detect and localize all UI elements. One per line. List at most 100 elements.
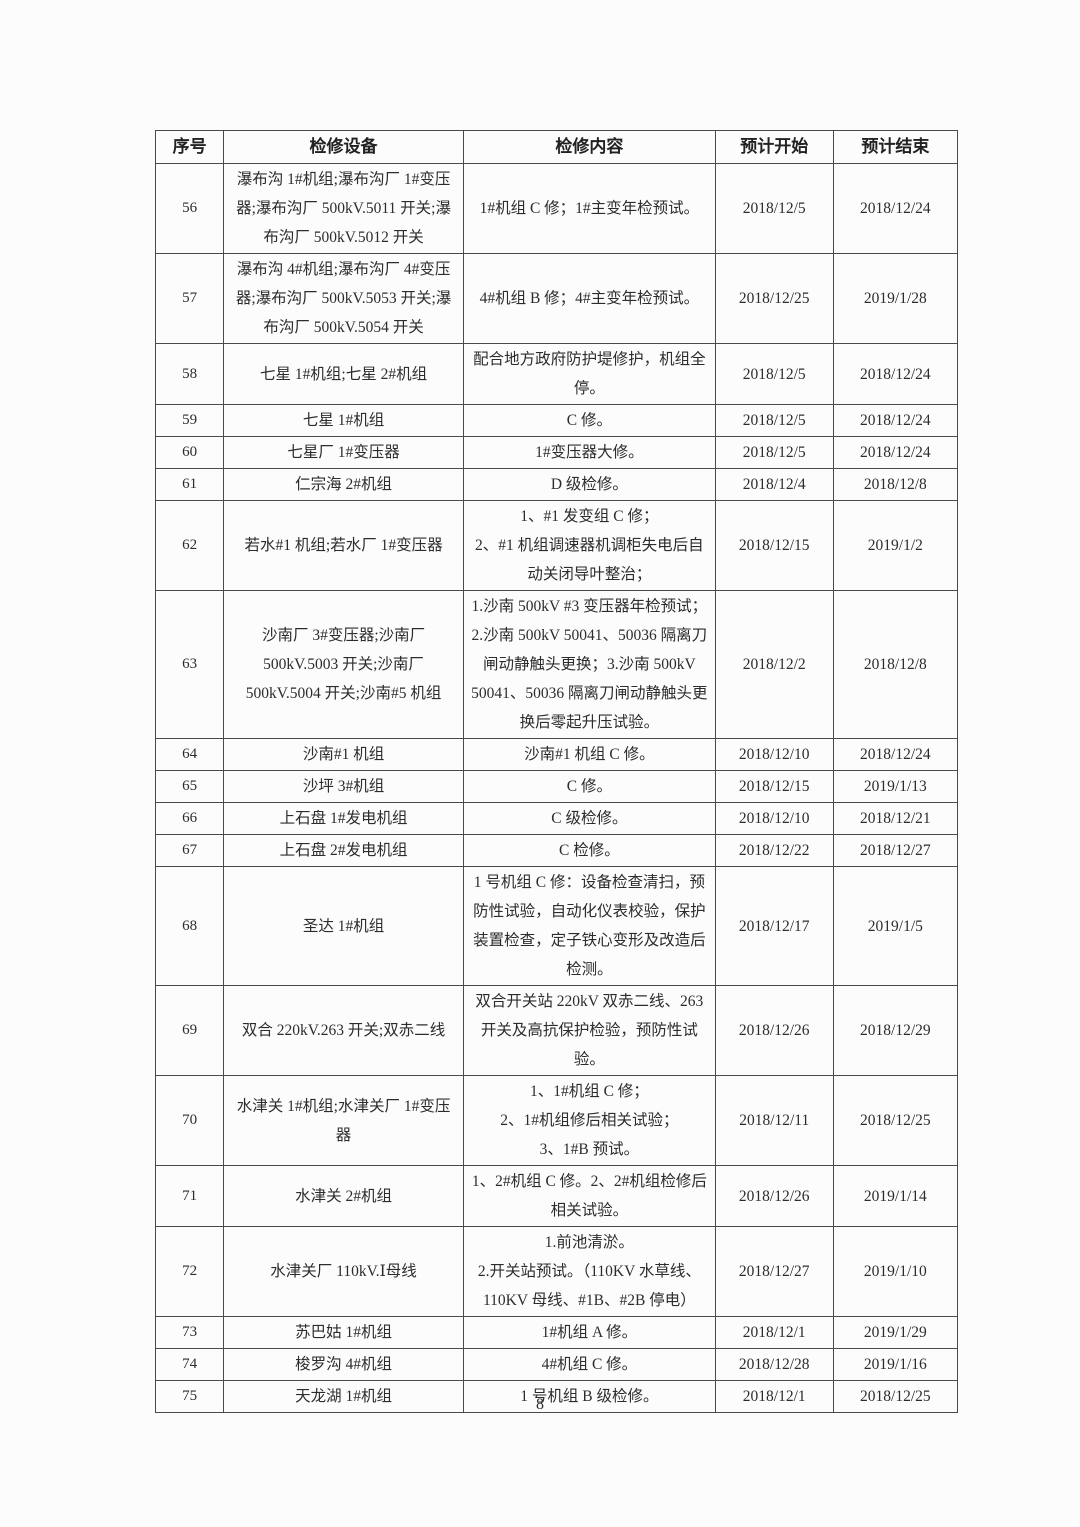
cell-end-date: 2018/12/8 [832, 590, 959, 739]
cell-serial-number: 63 [154, 590, 225, 739]
cell-serial-number: 69 [154, 985, 225, 1076]
cell-start-date: 2018/12/22 [714, 834, 834, 867]
cell-end-date: 2018/12/8 [832, 468, 959, 501]
cell-content: C 级检修。 [462, 802, 716, 835]
cell-end-date: 2018/12/24 [832, 436, 959, 469]
cell-equipment: 上石盘 1#发电机组 [223, 802, 464, 835]
cell-equipment: 沙南厂 3#变压器;沙南厂 500kV.5003 开关;沙南厂 500kV.50… [223, 590, 464, 739]
cell-end-date: 2019/1/10 [832, 1226, 959, 1317]
cell-content: 4#机组 C 修。 [462, 1348, 716, 1381]
cell-end-date: 2019/1/14 [832, 1165, 959, 1227]
header-row: 序号 检修设备 检修内容 预计开始 预计结束 [154, 130, 959, 164]
cell-content: 沙南#1 机组 C 修。 [462, 738, 716, 771]
table-row: 68 圣达 1#机组 1 号机组 C 修：设备检查清扫，预防性试验，自动化仪表校… [154, 866, 959, 986]
cell-end-date: 2018/12/29 [832, 985, 959, 1076]
cell-content: C 检修。 [462, 834, 716, 867]
cell-equipment: 上石盘 2#发电机组 [223, 834, 464, 867]
table-row: 75 天龙湖 1#机组 1 号机组 B 级检修。 2018/12/1 2018/… [154, 1380, 959, 1413]
cell-end-date: 2018/12/21 [832, 802, 959, 835]
cell-serial-number: 68 [154, 866, 225, 986]
cell-end-date: 2019/1/5 [832, 866, 959, 986]
cell-serial-number: 57 [154, 253, 225, 344]
cell-equipment: 水津关 2#机组 [223, 1165, 464, 1227]
cell-content: 双合开关站 220kV 双赤二线、263 开关及高抗保护检验，预防性试验。 [462, 985, 716, 1076]
page-number: 8 [536, 1396, 544, 1413]
cell-start-date: 2018/12/25 [714, 253, 834, 344]
cell-equipment: 七星厂 1#变压器 [223, 436, 464, 469]
cell-start-date: 2018/12/5 [714, 343, 834, 405]
table-row: 63 沙南厂 3#变压器;沙南厂 500kV.5003 开关;沙南厂 500kV… [154, 590, 959, 739]
header-no: 序号 [154, 130, 225, 164]
cell-end-date: 2019/1/13 [832, 770, 959, 803]
cell-content: D 级检修。 [462, 468, 716, 501]
cell-start-date: 2018/12/28 [714, 1348, 834, 1381]
table-row: 61 仁宗海 2#机组 D 级检修。 2018/12/4 2018/12/8 [154, 468, 959, 501]
cell-start-date: 2018/12/5 [714, 404, 834, 437]
cell-serial-number: 59 [154, 404, 225, 437]
cell-end-date: 2018/12/24 [832, 343, 959, 405]
cell-end-date: 2018/12/25 [832, 1075, 959, 1166]
cell-end-date: 2018/12/25 [832, 1380, 959, 1413]
header-end: 预计结束 [832, 130, 959, 164]
cell-start-date: 2018/12/27 [714, 1226, 834, 1317]
cell-content: 1.前池清淤。 2.开关站预试。（110KV 水草线、110KV 母线、#1B、… [462, 1226, 716, 1317]
cell-serial-number: 73 [154, 1316, 225, 1349]
cell-content: 1、2#机组 C 修。2、2#机组检修后相关试验。 [462, 1165, 716, 1227]
table-row: 69 双合 220kV.263 开关;双赤二线 双合开关站 220kV 双赤二线… [154, 985, 959, 1076]
header-start: 预计开始 [714, 130, 834, 164]
cell-content: C 修。 [462, 404, 716, 437]
cell-serial-number: 71 [154, 1165, 225, 1227]
cell-equipment: 圣达 1#机组 [223, 866, 464, 986]
table-row: 60 七星厂 1#变压器 1#变压器大修。 2018/12/5 2018/12/… [154, 436, 959, 469]
cell-equipment: 沙坪 3#机组 [223, 770, 464, 803]
cell-serial-number: 56 [154, 163, 225, 254]
cell-equipment: 水津关 1#机组;水津关厂 1#变压器 [223, 1075, 464, 1166]
cell-serial-number: 65 [154, 770, 225, 803]
cell-content: 1 号机组 C 修：设备检查清扫，预防性试验，自动化仪表校验，保护装置检查，定子… [462, 866, 716, 986]
header-equipment: 检修设备 [223, 130, 464, 164]
cell-content: 1#机组 A 修。 [462, 1316, 716, 1349]
cell-start-date: 2018/12/1 [714, 1380, 834, 1413]
table-row: 70 水津关 1#机组;水津关厂 1#变压器 1、1#机组 C 修； 2、1#机… [154, 1075, 959, 1166]
cell-start-date: 2018/12/10 [714, 738, 834, 771]
cell-equipment: 水津关厂 110kV.Ⅰ母线 [223, 1226, 464, 1317]
header-content: 检修内容 [462, 130, 716, 164]
cell-end-date: 2018/12/24 [832, 163, 959, 254]
table-row: 71 水津关 2#机组 1、2#机组 C 修。2、2#机组检修后相关试验。 20… [154, 1165, 959, 1227]
cell-start-date: 2018/12/15 [714, 500, 834, 591]
cell-start-date: 2018/12/17 [714, 866, 834, 986]
table-row: 74 梭罗沟 4#机组 4#机组 C 修。 2018/12/28 2019/1/… [154, 1348, 959, 1381]
cell-equipment: 沙南#1 机组 [223, 738, 464, 771]
cell-serial-number: 66 [154, 802, 225, 835]
table-row: 56 瀑布沟 1#机组;瀑布沟厂 1#变压器;瀑布沟厂 500kV.5011 开… [154, 163, 959, 254]
cell-serial-number: 75 [154, 1380, 225, 1413]
cell-equipment: 七星 1#机组 [223, 404, 464, 437]
cell-content: C 修。 [462, 770, 716, 803]
cell-serial-number: 70 [154, 1075, 225, 1166]
cell-serial-number: 72 [154, 1226, 225, 1317]
cell-end-date: 2019/1/28 [832, 253, 959, 344]
cell-equipment: 双合 220kV.263 开关;双赤二线 [223, 985, 464, 1076]
cell-content: 配合地方政府防护堤修护，机组全停。 [462, 343, 716, 405]
table-row: 58 七星 1#机组;七星 2#机组 配合地方政府防护堤修护，机组全停。 201… [154, 343, 959, 405]
table-row: 66 上石盘 1#发电机组 C 级检修。 2018/12/10 2018/12/… [154, 802, 959, 835]
cell-start-date: 2018/12/11 [714, 1075, 834, 1166]
cell-end-date: 2018/12/24 [832, 404, 959, 437]
cell-content: 1、#1 发变组 C 修； 2、#1 机组调速器机调柜失电后自动关闭导叶整治； [462, 500, 716, 591]
cell-end-date: 2019/1/16 [832, 1348, 959, 1381]
cell-content: 1、1#机组 C 修； 2、1#机组修后相关试验； 3、1#B 预试。 [462, 1075, 716, 1166]
cell-start-date: 2018/12/1 [714, 1316, 834, 1349]
cell-start-date: 2018/12/4 [714, 468, 834, 501]
cell-serial-number: 64 [154, 738, 225, 771]
table-row: 67 上石盘 2#发电机组 C 检修。 2018/12/22 2018/12/2… [154, 834, 959, 867]
cell-content: 1#机组 C 修；1#主变年检预试。 [462, 163, 716, 254]
cell-equipment: 七星 1#机组;七星 2#机组 [223, 343, 464, 405]
table-row: 73 苏巴姑 1#机组 1#机组 A 修。 2018/12/1 2019/1/2… [154, 1316, 959, 1349]
maintenance-schedule-table: 序号 检修设备 检修内容 预计开始 预计结束 56 瀑布沟 1#机组;瀑布沟厂 … [154, 130, 959, 1413]
cell-serial-number: 74 [154, 1348, 225, 1381]
table-body: 56 瀑布沟 1#机组;瀑布沟厂 1#变压器;瀑布沟厂 500kV.5011 开… [154, 163, 959, 1413]
cell-end-date: 2018/12/27 [832, 834, 959, 867]
cell-serial-number: 60 [154, 436, 225, 469]
table-row: 72 水津关厂 110kV.Ⅰ母线 1.前池清淤。 2.开关站预试。（110KV… [154, 1226, 959, 1317]
